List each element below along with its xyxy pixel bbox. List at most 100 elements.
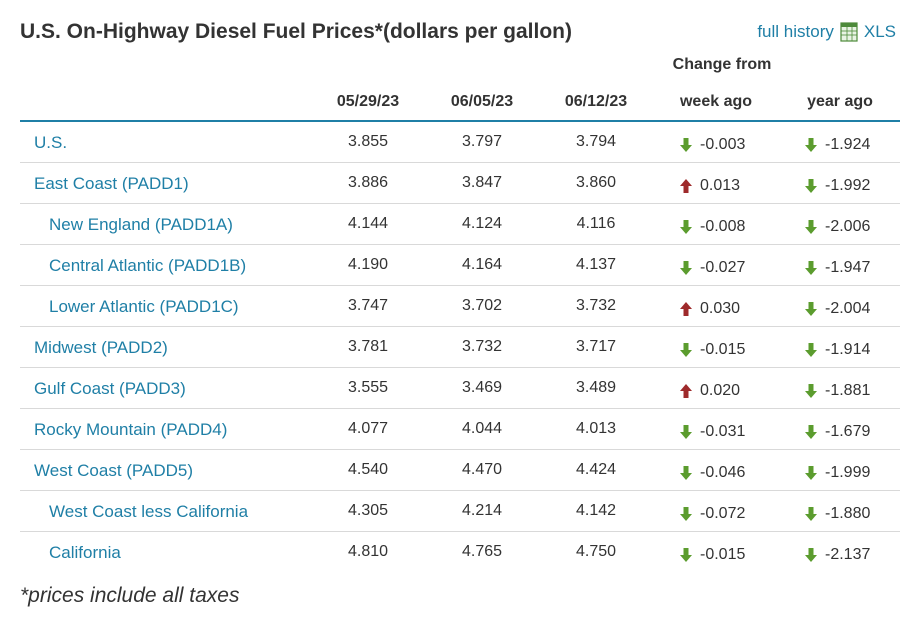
region-link[interactable]: East Coast (PADD1) (34, 174, 189, 193)
arrow-down-icon (805, 424, 817, 440)
table-row: California 4.810 4.765 4.750 -0.015 -2.137 (20, 532, 900, 573)
change-value: -2.137 (825, 546, 871, 563)
price-cell: 3.732 (461, 338, 503, 355)
xls-download-link[interactable]: XLS (863, 22, 896, 41)
table-row: New England (PADD1A) 4.144 4.124 4.116 -0.00… (20, 204, 900, 245)
region-link[interactable]: West Coast less California (49, 502, 249, 521)
year-ago-change: -2.137 (805, 546, 870, 564)
price-table: U.S. 3.855 3.797 3.794 -0.003 -1.924 East Coas… (20, 122, 900, 573)
week-ago-change: 0.020 (680, 382, 740, 400)
arrow-up-icon (680, 383, 692, 399)
page-title: U.S. On-Highway Diesel Fuel Prices*(doll… (20, 20, 572, 43)
column-header-date-3: 06/12/23 (564, 93, 628, 110)
price-cell: 3.717 (575, 338, 617, 355)
region-link[interactable]: Lower Atlantic (PADD1C) (49, 297, 239, 316)
week-ago-change: 0.030 (680, 300, 740, 318)
arrow-down-icon (680, 547, 692, 563)
arrow-down-icon (680, 137, 692, 153)
price-cell: 4.137 (575, 256, 617, 273)
arrow-down-icon (680, 342, 692, 358)
week-ago-change: -0.003 (680, 136, 745, 154)
week-ago-change: -0.031 (680, 423, 745, 441)
price-cell: 3.847 (461, 174, 503, 191)
change-value: -0.046 (700, 464, 746, 481)
price-cell: 3.886 (347, 174, 389, 191)
price-cell: 4.044 (461, 420, 503, 437)
change-value: -1.992 (825, 177, 871, 194)
arrow-down-icon (805, 260, 817, 276)
change-value: -1.880 (825, 505, 871, 522)
change-value: -0.008 (700, 218, 746, 235)
price-cell: 4.124 (461, 215, 503, 232)
change-value: -1.679 (825, 423, 871, 440)
price-cell: 4.077 (347, 420, 389, 437)
week-ago-change: -0.072 (680, 505, 745, 523)
change-value: -1.947 (825, 259, 871, 276)
change-value: -2.004 (825, 300, 871, 317)
price-cell: 4.142 (575, 502, 617, 519)
column-header-date-1: 05/29/23 (336, 93, 400, 110)
arrow-down-icon (805, 301, 817, 317)
change-value: -1.999 (825, 464, 871, 481)
arrow-down-icon (805, 219, 817, 235)
arrow-down-icon (680, 506, 692, 522)
column-header-week-ago: week ago (679, 93, 753, 110)
region-link[interactable]: Rocky Mountain (PADD4) (34, 420, 228, 439)
change-value: 0.013 (700, 177, 741, 194)
spreadsheet-icon[interactable] (840, 22, 858, 42)
region-link[interactable]: U.S. (34, 133, 68, 152)
price-cell: 4.305 (347, 502, 389, 519)
year-ago-change: -1.999 (805, 464, 870, 482)
full-history-link[interactable]: full history (757, 22, 834, 41)
header-divider (20, 120, 900, 122)
column-header-date-2: 06/05/23 (450, 93, 514, 110)
change-from-header: Change from (672, 56, 772, 73)
price-cell: 3.860 (575, 174, 617, 191)
full-history-link-group: full history XLS (757, 22, 896, 42)
arrow-down-icon (805, 506, 817, 522)
change-value: -1.881 (825, 382, 871, 399)
week-ago-change: -0.046 (680, 464, 745, 482)
change-value: 0.020 (700, 382, 741, 399)
price-cell: 3.794 (575, 133, 617, 150)
region-link[interactable]: West Coast (PADD5) (34, 461, 194, 480)
region-link[interactable]: Midwest (PADD2) (34, 338, 168, 357)
price-cell: 4.013 (575, 420, 617, 437)
price-cell: 3.781 (347, 338, 389, 355)
change-value: -0.027 (700, 259, 746, 276)
price-cell: 4.190 (347, 256, 389, 273)
year-ago-change: -1.947 (805, 259, 870, 277)
price-cell: 4.470 (461, 461, 503, 478)
week-ago-change: -0.015 (680, 341, 745, 359)
price-cell: 4.144 (347, 215, 389, 232)
table-row: Rocky Mountain (PADD4) 4.077 4.044 4.013 -0.… (20, 409, 900, 450)
price-cell: 4.810 (347, 543, 389, 560)
change-value: -0.031 (700, 423, 746, 440)
table-row: U.S. 3.855 3.797 3.794 -0.003 -1.924 (20, 122, 900, 163)
year-ago-change: -1.914 (805, 341, 870, 359)
price-cell: 4.765 (461, 543, 503, 560)
arrow-up-icon (680, 301, 692, 317)
price-cell: 3.797 (461, 133, 503, 150)
region-link[interactable]: New England (PADD1A) (49, 215, 233, 234)
table-row: Lower Atlantic (PADD1C) 3.747 3.702 3.732 0.… (20, 286, 900, 327)
arrow-down-icon (805, 178, 817, 194)
week-ago-change: -0.008 (680, 218, 745, 236)
region-link[interactable]: California (49, 543, 121, 562)
change-value: -0.072 (700, 505, 746, 522)
week-ago-change: -0.015 (680, 546, 745, 564)
region-link[interactable]: Central Atlantic (PADD1B) (49, 256, 247, 275)
arrow-up-icon (680, 178, 692, 194)
year-ago-change: -1.992 (805, 177, 870, 195)
price-cell: 3.747 (347, 297, 389, 314)
year-ago-change: -2.004 (805, 300, 870, 318)
arrow-down-icon (805, 465, 817, 481)
price-cell: 4.540 (347, 461, 389, 478)
price-cell: 4.214 (461, 502, 503, 519)
footnote: *prices include all taxes (20, 584, 240, 607)
price-cell: 3.469 (461, 379, 503, 396)
region-link[interactable]: Gulf Coast (PADD3) (34, 379, 186, 398)
year-ago-change: -1.924 (805, 136, 870, 154)
change-value: -0.015 (700, 546, 746, 563)
arrow-down-icon (680, 424, 692, 440)
